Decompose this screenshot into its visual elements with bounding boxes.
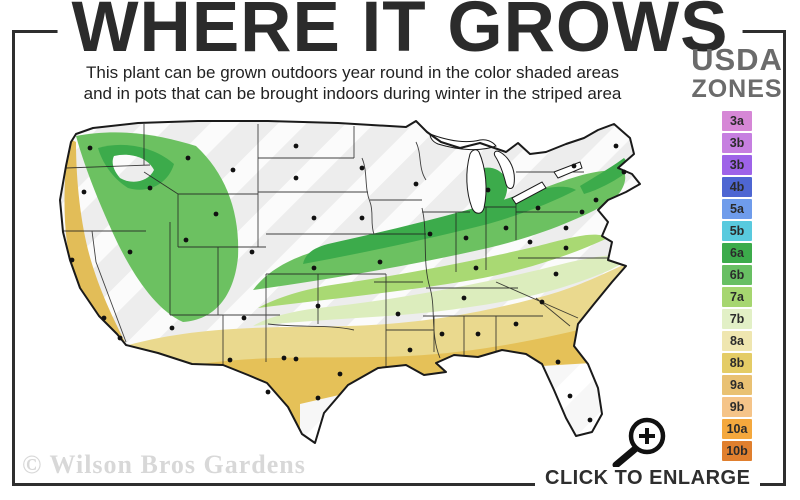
city-dot xyxy=(230,167,236,173)
zone-chip-7b: 7b xyxy=(722,309,752,329)
city-dot xyxy=(567,393,573,399)
city-dot xyxy=(413,181,419,187)
zone-chip-5b: 5b xyxy=(722,221,752,241)
zone-chip-9b: 9b xyxy=(722,397,752,417)
city-dot xyxy=(183,237,189,243)
city-dot xyxy=(553,271,559,277)
city-dot xyxy=(147,185,153,191)
us-outline-stroke xyxy=(59,120,641,444)
city-dot xyxy=(563,245,569,251)
zone-chip-10b: 10b xyxy=(722,441,752,461)
city-dot xyxy=(571,163,577,169)
city-dot xyxy=(535,205,541,211)
city-dot xyxy=(587,417,593,423)
zone-chip-3b: 3b xyxy=(722,133,752,153)
zone-band-pale-green xyxy=(253,254,634,326)
zone-band-light-green xyxy=(258,234,608,308)
city-dot xyxy=(621,169,627,175)
city-dot xyxy=(503,225,509,231)
city-dot xyxy=(407,347,413,353)
city-dot xyxy=(293,143,299,149)
subtitle-line-1: This plant can be grown outdoors year ro… xyxy=(86,63,619,82)
city-dot xyxy=(473,265,479,271)
city-dot xyxy=(337,371,343,377)
city-dot xyxy=(427,231,433,237)
zone-chip-3a: 3a xyxy=(722,111,752,131)
city-dot xyxy=(169,325,175,331)
city-dot xyxy=(101,315,107,321)
city-dot xyxy=(87,145,93,151)
usda-zones-legend: USDA ZONES 3a 3b 3b 4b 5a 5b 6a 6b 7a 7b 8a 8b 9a 9b 1… xyxy=(686,44,788,463)
legend-title-usda: USDA xyxy=(691,42,783,77)
city-dot xyxy=(359,165,365,171)
city-dot xyxy=(359,215,365,221)
zone-west-green xyxy=(76,132,239,322)
zone-chip-9a: 9a xyxy=(722,375,752,395)
city-dot xyxy=(249,249,255,255)
city-dot xyxy=(315,303,321,309)
zone-chip-4b: 4b xyxy=(722,177,752,197)
city-dot xyxy=(377,259,383,265)
city-dot xyxy=(81,189,87,195)
city-dot xyxy=(281,355,287,361)
city-dot xyxy=(241,315,247,321)
city-dot xyxy=(311,215,317,221)
zone-chip-list: 3a 3b 3b 4b 5a 5b 6a 6b 7a 7b 8a 8b 9a 9b 10a 10b xyxy=(686,111,788,461)
city-dot xyxy=(69,257,75,263)
page-title: WHERE IT GROWS xyxy=(57,0,743,66)
magnifier-plus-icon[interactable] xyxy=(602,412,674,477)
city-dot xyxy=(315,395,321,401)
state-borders xyxy=(63,124,614,368)
subtitle: This plant can be grown outdoors year ro… xyxy=(30,62,675,104)
city-dot xyxy=(227,357,233,363)
city-dot xyxy=(513,321,519,327)
city-dots xyxy=(69,143,627,423)
city-dot xyxy=(539,299,545,305)
zone-chip-8b: 8b xyxy=(722,353,752,373)
zone-chip-7a: 7a xyxy=(722,287,752,307)
zone-chip-5a: 5a xyxy=(722,199,752,219)
click-to-enlarge[interactable]: CLICK TO ENLARGE xyxy=(535,467,761,490)
zone-chip-6b: 6b xyxy=(722,265,752,285)
city-dot xyxy=(613,143,619,149)
legend-title-zones: ZONES xyxy=(691,75,783,103)
usda-zone-map[interactable] xyxy=(18,112,682,464)
zone-chip-6a: 6a xyxy=(722,243,752,263)
great-lakes xyxy=(429,133,583,214)
watermark: © Wilson Bros Gardens xyxy=(22,450,306,479)
city-dot xyxy=(439,331,445,337)
city-dot xyxy=(293,356,299,362)
zone-florida-white xyxy=(542,362,608,442)
subtitle-line-2: and in pots that can be brought indoors … xyxy=(83,84,622,103)
city-dot xyxy=(461,295,467,301)
city-dot xyxy=(213,211,219,217)
city-dot xyxy=(555,359,561,365)
city-dot xyxy=(311,265,317,271)
zone-chip-8a: 8a xyxy=(722,331,752,351)
city-dot xyxy=(127,249,133,255)
zone-bright-green-core xyxy=(303,186,576,264)
city-dot xyxy=(527,239,533,245)
city-dot xyxy=(117,335,123,341)
city-dot xyxy=(265,389,271,395)
zone-west-coast-gold xyxy=(64,138,126,344)
city-dot xyxy=(463,235,469,241)
city-dot xyxy=(579,209,585,215)
zone-chip-10a: 10a xyxy=(722,419,752,439)
city-dot xyxy=(485,187,491,193)
zone-chip-3b: 3b xyxy=(722,155,752,175)
city-dot xyxy=(395,311,401,317)
city-dot xyxy=(475,331,481,337)
city-dot xyxy=(593,197,599,203)
city-dot xyxy=(185,155,191,161)
city-dot xyxy=(563,225,569,231)
city-dot xyxy=(293,175,299,181)
